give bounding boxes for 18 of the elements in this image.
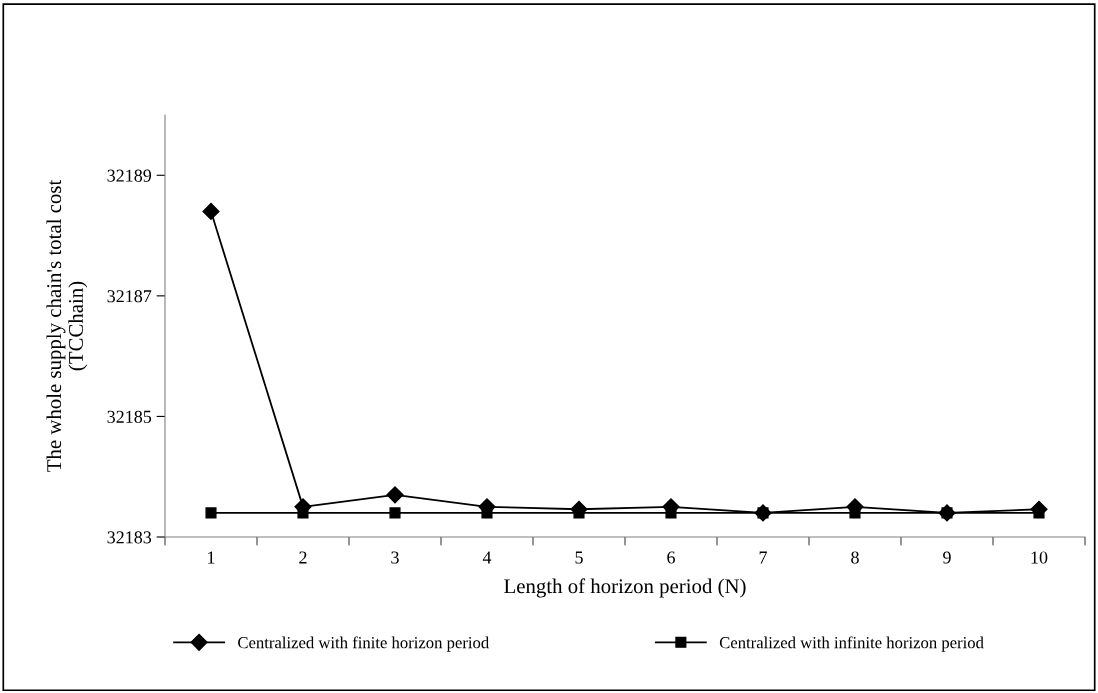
x-tick-label: 4 (482, 551, 492, 564)
x-tick-label: 1 (208, 551, 215, 564)
x-tick-label: 5 (575, 551, 583, 564)
y-tick-label: 32189 (107, 169, 152, 182)
x-tick-label: 3 (391, 551, 399, 564)
y-tick-label: 32187 (107, 290, 152, 303)
x-tick-label: 9 (943, 551, 951, 564)
x-axis-title: Length of horizon period (N) (504, 578, 746, 598)
y-tick-label: 32185 (107, 410, 152, 423)
x-tick-label: 10 (1031, 551, 1048, 564)
legend-label: Centralized with finite horizon period (238, 636, 489, 652)
x-tick-label: 8 (851, 551, 859, 564)
y-tick-label: 32183 (107, 531, 152, 544)
legend-label: Centralized with infinite horizon period (719, 636, 984, 652)
x-tick-label: 2 (299, 551, 307, 564)
x-tick-label: 7 (759, 551, 767, 564)
x-tick-label: 6 (667, 551, 675, 564)
y-axis-title: The whole supply chain's total cost (TCChain) (46, 179, 88, 472)
